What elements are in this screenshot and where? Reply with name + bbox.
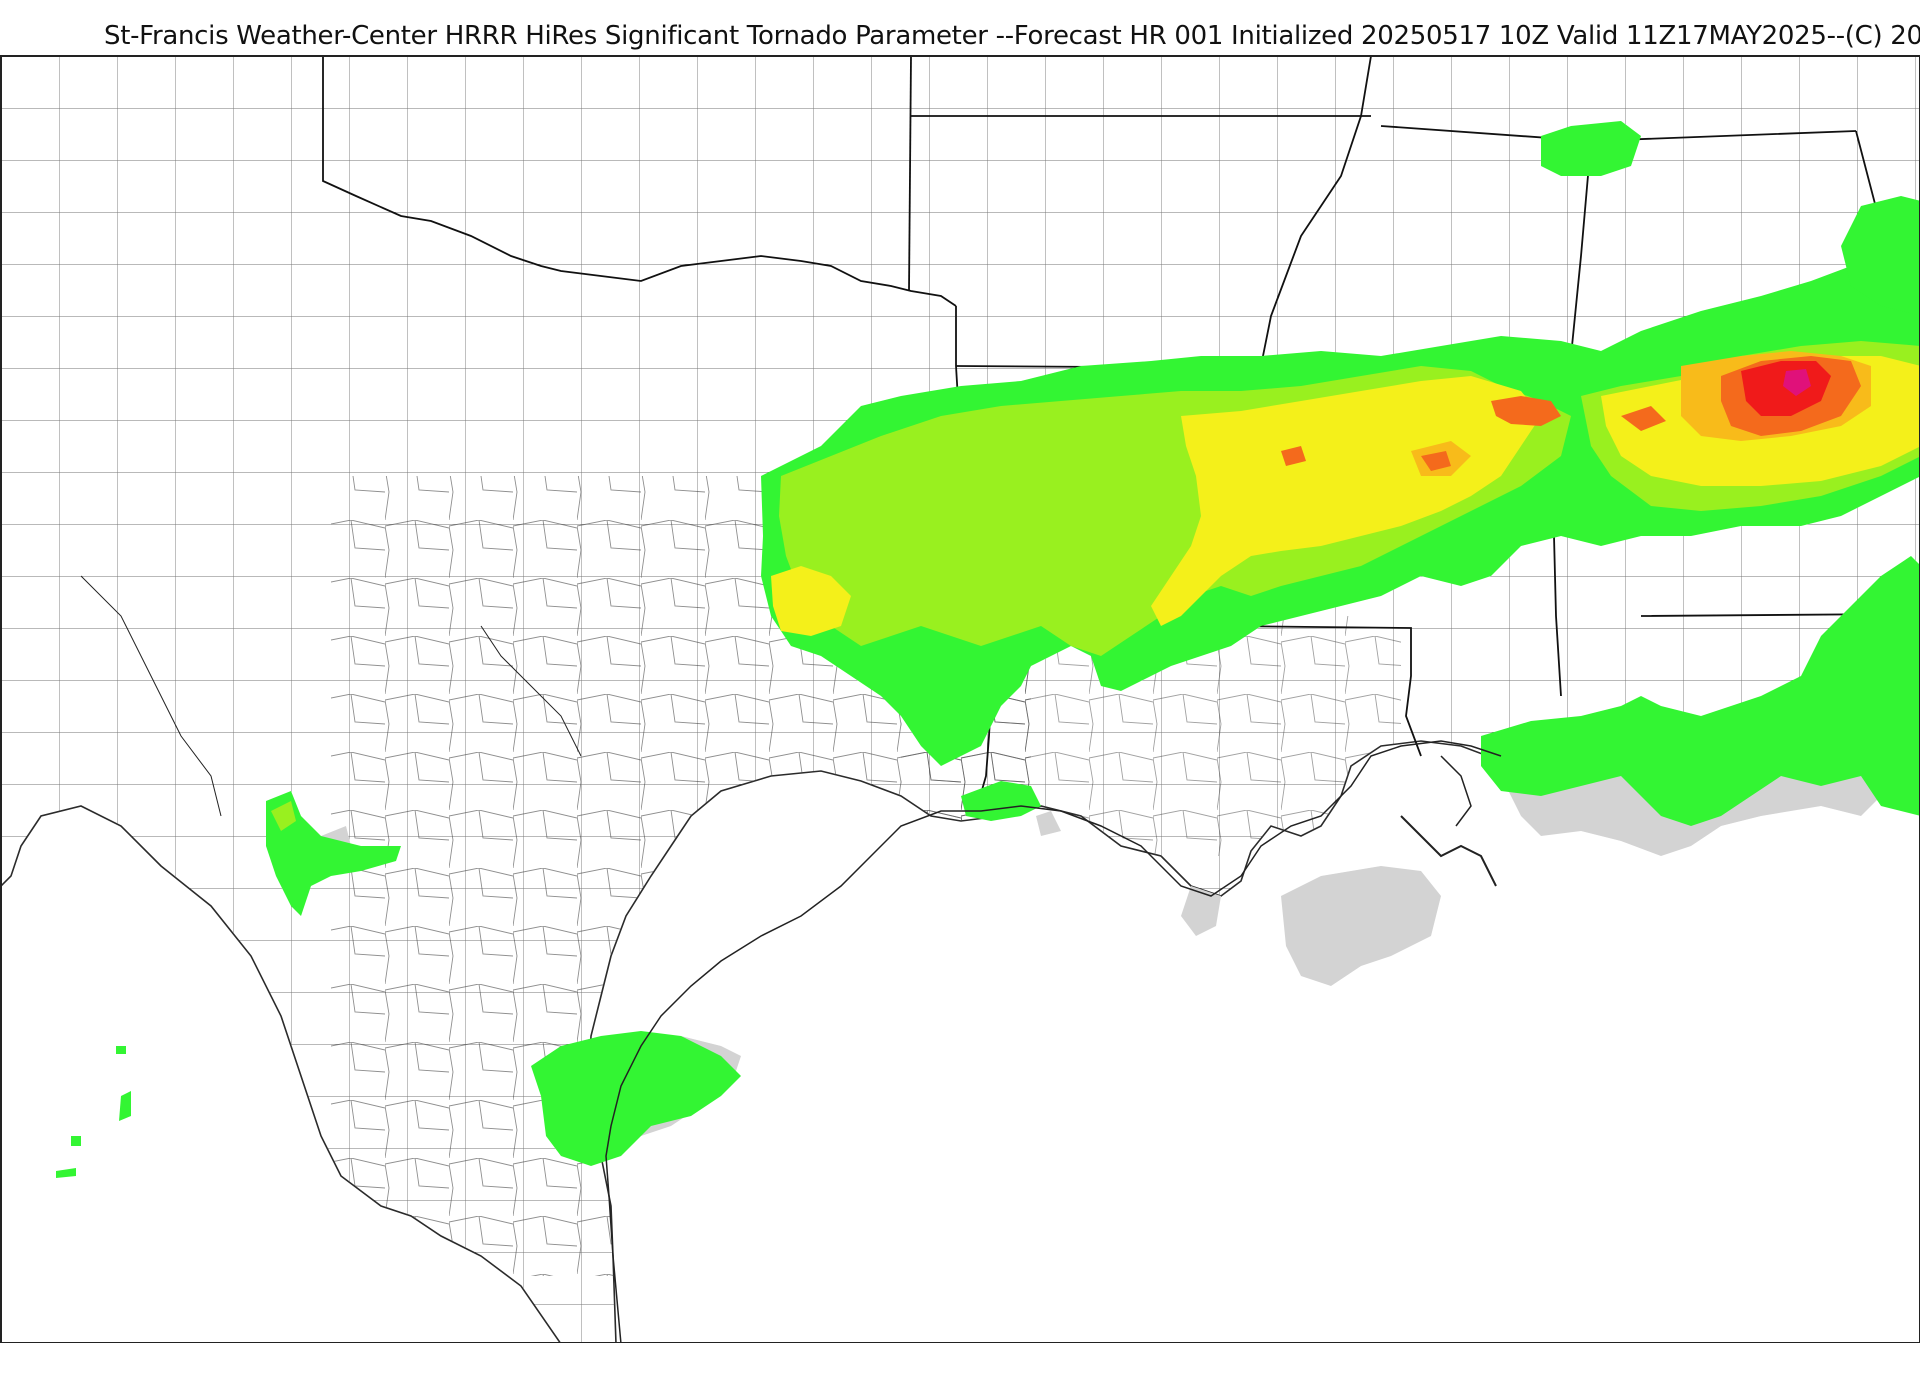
stp-level-1-fleck1 (119, 1091, 131, 1121)
stp-level-5-central-2 (1281, 446, 1306, 466)
stp-level-5-east-2 (1621, 406, 1666, 431)
stp-level-6-core (1741, 361, 1831, 416)
stp-level-1-east-coast (1481, 556, 1919, 826)
map-panel (0, 55, 1920, 1343)
stp-level-1-fleck3 (116, 1046, 126, 1054)
stp-level-0-gulf-center (1281, 866, 1441, 986)
stp-level-1-tennessee (1541, 121, 1641, 176)
stp-level-1-texas-coast (531, 1031, 741, 1166)
stp-level-2-sw (271, 801, 296, 831)
stp-level-3-central (1151, 376, 1541, 626)
stp-level-0-gulf-center2 (1181, 886, 1221, 936)
stp-level-1-ne-corner (1841, 196, 1919, 316)
stp-level-3-west (771, 566, 851, 636)
stp-level-5-band-center (1491, 396, 1561, 426)
arkansas-west-border (908, 56, 912, 292)
stp-level-7-core (1783, 369, 1811, 396)
red-river-border (322, 56, 957, 307)
stp-level-0-gulf-center3 (1036, 811, 1061, 836)
forecast-map (1, 56, 1919, 1342)
stp-shading (56, 121, 1919, 1178)
stp-level-1-sw-texas (266, 791, 401, 916)
map-title: St-Francis Weather-Center HRRR HiRes Sig… (104, 21, 1920, 51)
rivers (80, 575, 582, 817)
stp-level-1-fleck2 (71, 1136, 81, 1146)
coastline (605, 740, 1502, 1342)
stp-level-5-central-1 (1421, 451, 1451, 471)
stp-level-1-fleck4 (56, 1168, 76, 1178)
louisiana-mississippi-border (1225, 625, 1422, 757)
